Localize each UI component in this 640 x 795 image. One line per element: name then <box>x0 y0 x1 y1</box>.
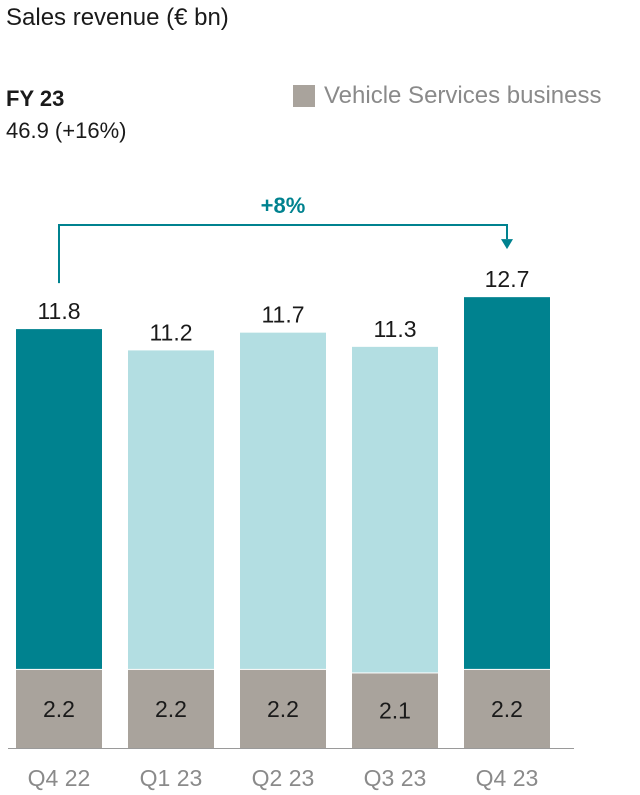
fy-label: FY 23 <box>6 86 65 111</box>
bar-vehicle-services-segment <box>464 669 550 748</box>
growth-bracket <box>58 224 508 284</box>
bar-vehicle-services-segment <box>240 669 326 748</box>
bar-upper-segment <box>352 346 438 673</box>
segment-value-label: 2.2 <box>267 696 299 722</box>
x-tick-label: Q2 23 <box>252 765 315 791</box>
segment-value-label: 2.2 <box>43 696 75 722</box>
bar-total-label: 11.8 <box>37 298 80 324</box>
bar-total-label: 11.2 <box>149 319 192 345</box>
segment-value-label: 2.2 <box>155 696 187 722</box>
bar-vehicle-services-segment <box>352 673 438 748</box>
bar-upper-segment <box>240 332 326 669</box>
fy-value: 46.9 (+16%) <box>6 118 127 143</box>
legend-label: Vehicle Services business <box>324 82 602 109</box>
x-tick-label: Q4 23 <box>476 765 539 791</box>
bar-total-label: 11.3 <box>373 316 416 342</box>
legend: Vehicle Services business <box>293 82 601 110</box>
bar-upper-segment <box>128 350 214 669</box>
segment-value-label: 2.1 <box>379 698 411 724</box>
legend-swatch <box>293 85 315 107</box>
x-tick-label: Q1 23 <box>140 765 203 791</box>
segment-value-label: 2.2 <box>491 696 523 722</box>
bar-upper-segment <box>16 329 102 669</box>
x-tick-label: Q4 22 <box>28 765 91 791</box>
bar-vehicle-services-segment <box>128 669 214 748</box>
bar-upper-segment <box>464 297 550 669</box>
growth-annotation: +8% <box>261 193 306 218</box>
chart-title: Sales revenue (€ bn) <box>6 4 229 31</box>
bar-total-label: 11.7 <box>261 302 304 328</box>
arrow-down-icon <box>501 239 513 250</box>
bar-total-label: 12.7 <box>485 266 530 292</box>
x-tick-label: Q3 23 <box>364 765 427 791</box>
bar-vehicle-services-segment <box>16 669 102 748</box>
